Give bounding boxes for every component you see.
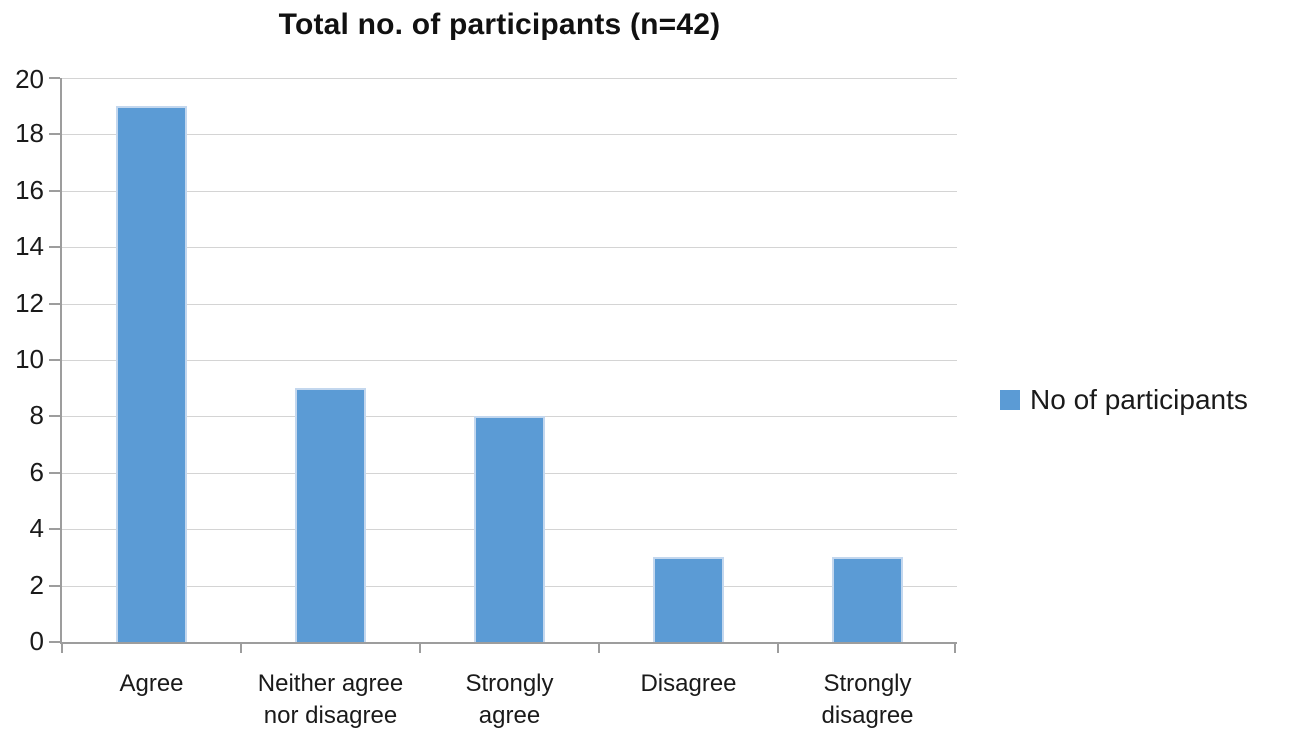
x-axis-category-label: Agree (119, 670, 184, 697)
y-axis-tick (49, 133, 60, 136)
y-axis-tick-label: 0 (29, 625, 44, 656)
x-axis-tick (419, 644, 421, 653)
bar (832, 557, 903, 642)
gridline (62, 134, 957, 136)
x-axis-category-label: Strongly agree (465, 670, 554, 729)
y-axis-tick (49, 246, 60, 249)
y-axis-tick (49, 471, 60, 474)
y-axis-tick (49, 641, 60, 643)
plot-area (60, 78, 957, 644)
bar (116, 106, 187, 642)
y-axis-tick-label: 16 (15, 174, 44, 205)
y-axis-tick-label: 8 (29, 400, 44, 431)
x-axis-category-label: Strongly disagree (821, 670, 914, 729)
chart-title: Total no. of participants (n=42) (278, 8, 721, 41)
y-axis-tick (49, 584, 60, 587)
y-axis-tick-label: 18 (15, 118, 44, 149)
x-axis-tick (954, 644, 956, 653)
x-axis-tick (240, 644, 242, 653)
x-axis-category-label: Disagree (640, 670, 737, 697)
y-axis-tick-label: 2 (29, 569, 44, 600)
x-axis-tick (61, 644, 63, 653)
bar (295, 388, 366, 642)
bar (474, 416, 545, 642)
legend-swatch-icon (1000, 390, 1020, 410)
x-axis-tick (777, 644, 779, 653)
x-axis-tick (598, 644, 600, 653)
y-axis-tick (49, 415, 60, 418)
bar (653, 557, 724, 642)
y-axis-tick (49, 302, 60, 305)
y-axis-tick (49, 77, 60, 79)
legend-label: No of participants (1030, 384, 1248, 415)
legend: No of participants (1000, 386, 1248, 414)
gridline (62, 360, 957, 361)
gridline (62, 190, 957, 192)
y-axis-tick-label: 4 (29, 513, 44, 544)
y-axis-tick-label: 20 (15, 63, 44, 94)
y-axis-tick (49, 528, 60, 531)
gridline (62, 247, 957, 249)
gridline (62, 78, 957, 79)
y-axis-tick-label: 6 (29, 456, 44, 487)
y-axis-tick-label: 14 (15, 231, 44, 262)
y-axis-tick-label: 12 (15, 287, 44, 318)
gridline (62, 303, 957, 305)
x-axis-category-label: Neither agree nor disagree (257, 670, 404, 729)
y-axis-tick (49, 189, 60, 192)
y-axis-tick (49, 359, 60, 361)
y-axis-tick-label: 10 (15, 343, 44, 374)
